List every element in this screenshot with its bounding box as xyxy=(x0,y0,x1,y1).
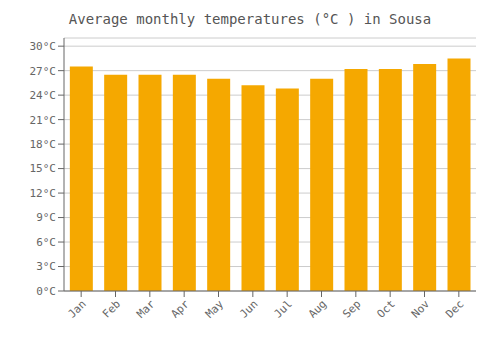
html-text:Average monthly temperatures (: Average monthly temperatures (°C ) in So… xyxy=(68,11,432,27)
svg-text:12°C: 12°C xyxy=(30,187,57,200)
svg-text:Sep: Sep xyxy=(340,297,363,320)
svg-text:Dec: Dec xyxy=(443,297,466,320)
svg-text:Feb: Feb xyxy=(100,297,123,320)
svg-text:Oct: Oct xyxy=(375,297,398,320)
svg-text:30°C: 30°C xyxy=(30,40,57,53)
svg-text:21°C: 21°C xyxy=(30,114,57,127)
svg-text:Jul: Jul xyxy=(272,297,295,320)
svg-text:Apr: Apr xyxy=(169,297,193,321)
svg-text:Mar: Mar xyxy=(134,297,158,321)
svg-text:Aug: Aug xyxy=(306,297,329,320)
svg-text:27°C: 27°C xyxy=(30,65,57,78)
svg-text:24°C: 24°C xyxy=(30,89,57,102)
svg-text:6°C: 6°C xyxy=(36,236,56,249)
svg-text:3°C: 3°C xyxy=(36,260,56,273)
svg-text:0°C: 0°C xyxy=(36,285,56,298)
svg-text:Nov: Nov xyxy=(409,297,433,321)
svg-text:18°C: 18°C xyxy=(30,138,57,151)
svg-text:Jun: Jun xyxy=(237,297,260,320)
svg-text:9°C: 9°C xyxy=(36,211,56,224)
svg-text:Jan: Jan xyxy=(66,297,89,320)
svg-text:May: May xyxy=(203,297,227,321)
svg-text:15°C: 15°C xyxy=(30,162,57,175)
